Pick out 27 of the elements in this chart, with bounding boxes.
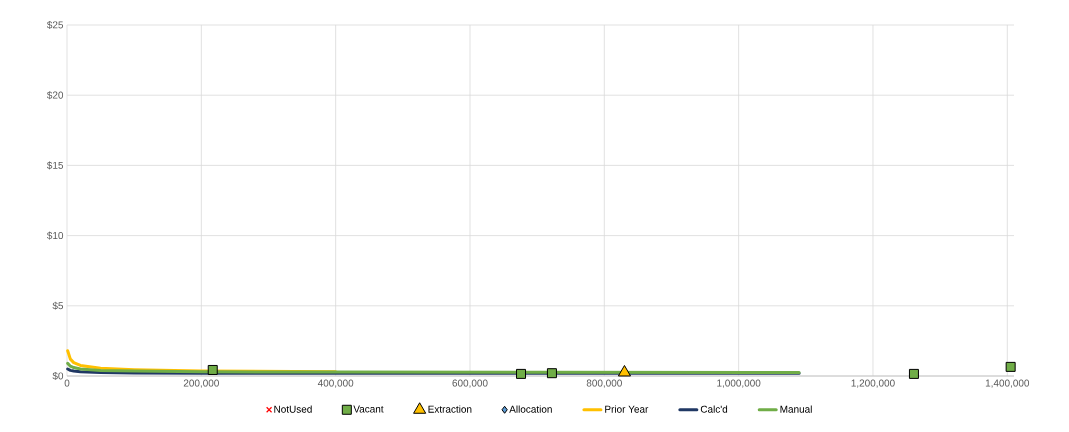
legend-label: Vacant [353,405,384,413]
y-tick-label: $5 [52,301,64,310]
y-tick-label: $20 [46,91,64,100]
x-tick-label: 0 [64,379,70,387]
legend-label: Calc'd [700,405,728,413]
x-tick-label: 1,000,000 [717,379,761,388]
point [516,368,527,379]
y-tick-label: $15 [46,161,64,170]
legend-label: Prior Year [605,405,649,413]
legend-label: NotUsed [274,405,312,413]
point [908,368,919,379]
x-tick-label: 800,000 [586,379,622,388]
x-tick-label: 600,000 [452,379,488,388]
point [1005,361,1016,372]
x-tick-label: 400,000 [317,379,354,388]
x-tick-label: 1,400,000 [985,379,1030,388]
y-tick-label: $0 [52,371,64,381]
x-tick-label: 200,000 [183,379,219,388]
y-tick-label: $10 [46,231,64,240]
y-tick-label: $25 [46,20,64,30]
point [207,364,218,375]
point [617,364,632,377]
legend-label: Manual [780,405,812,413]
legend-label: Allocation [509,405,552,413]
point [546,368,557,379]
legend-label: Extraction [428,405,472,413]
x-tick-label: 1,200,000 [851,379,895,388]
